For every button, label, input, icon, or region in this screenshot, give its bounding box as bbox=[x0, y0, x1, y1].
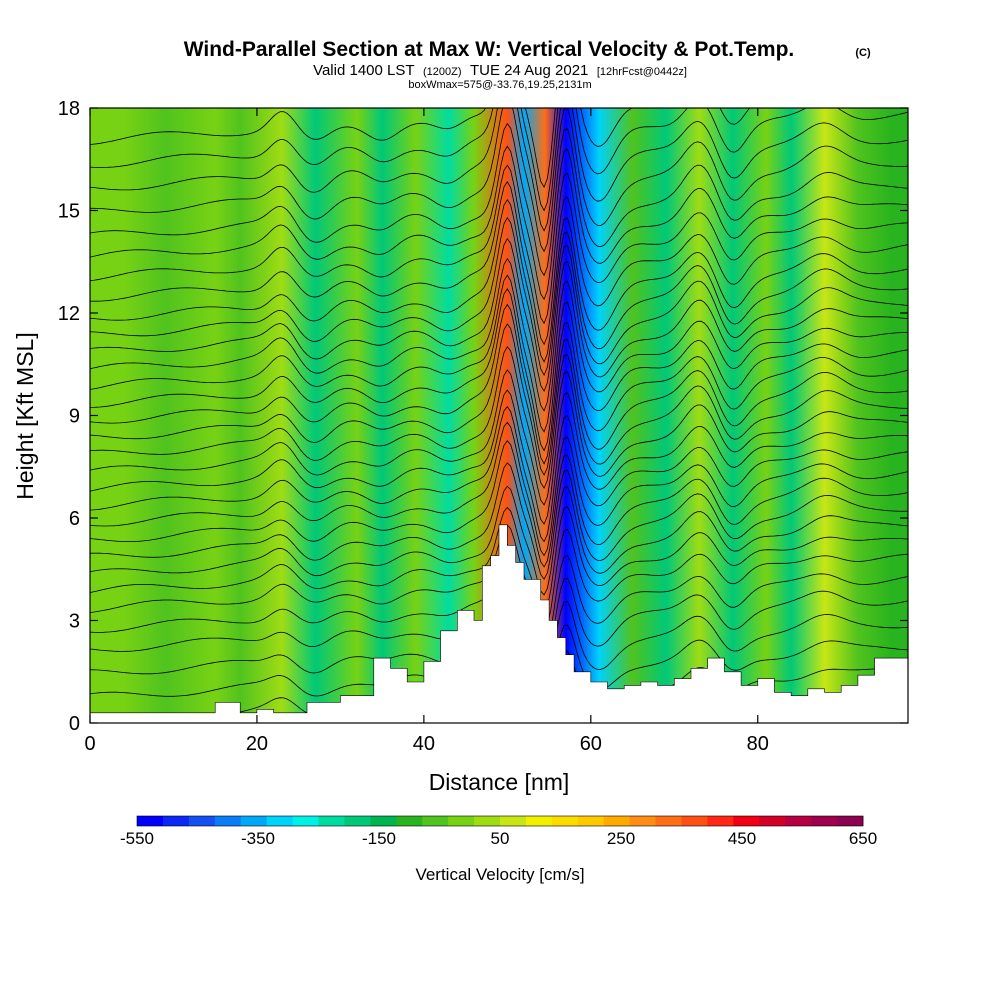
colorbar-cell bbox=[837, 816, 864, 826]
colorbar-cell bbox=[188, 816, 216, 826]
x-tick-label: 20 bbox=[246, 733, 268, 755]
title-mark: (C) bbox=[855, 47, 871, 59]
colorbar-cell bbox=[422, 816, 449, 826]
colorbar-tick-label: -350 bbox=[241, 829, 275, 848]
subtitle-date: TUE 24 Aug 2021 bbox=[470, 62, 588, 79]
isentrope-line bbox=[90, 198, 908, 363]
subtitle-forecast: [12hrFcst@0442z] bbox=[597, 66, 687, 78]
colorbar-cell bbox=[474, 816, 501, 826]
isentrope-line bbox=[90, 108, 908, 232]
isentrope-line bbox=[90, 369, 908, 506]
isentrope-line bbox=[90, 164, 908, 325]
isentrope-line bbox=[90, 108, 751, 189]
colorbar-cell bbox=[214, 816, 242, 826]
chart-subtitle: Valid 1400 LST (1200Z) TUE 24 Aug 2021 [… bbox=[313, 62, 687, 79]
colorbar-cell bbox=[525, 816, 553, 826]
plot-area bbox=[89, 107, 909, 724]
colorbar-tick-label: 50 bbox=[491, 829, 510, 848]
colorbar: -550 -350 -150 50 250 450 650 bbox=[120, 815, 877, 848]
colorbar-cells bbox=[136, 815, 864, 827]
colorbar-label: Vertical Velocity [cm/s] bbox=[415, 865, 584, 884]
isentrope-line bbox=[90, 346, 908, 489]
isentrope-line bbox=[90, 274, 908, 433]
colorbar-cell bbox=[811, 816, 838, 826]
y-tick-label: 3 bbox=[69, 611, 80, 633]
isentrope-line bbox=[90, 257, 908, 412]
isentrope-line bbox=[90, 122, 908, 277]
isentrope-line bbox=[90, 217, 908, 377]
subtitle-valid: Valid 1400 LST bbox=[313, 62, 414, 79]
y-tick-label: 18 bbox=[58, 98, 80, 120]
colorbar-cell bbox=[681, 816, 708, 826]
subtitle-utc: (1200Z) bbox=[423, 66, 462, 78]
isentrope-line bbox=[90, 323, 908, 476]
colorbar-cell bbox=[137, 816, 164, 826]
colorbar-cell bbox=[551, 816, 579, 826]
y-tick-label: 0 bbox=[69, 713, 80, 735]
y-tick-label: 6 bbox=[69, 508, 80, 530]
colorbar-cell bbox=[344, 816, 371, 826]
x-tick-label: 40 bbox=[413, 733, 435, 755]
colorbar-cell bbox=[785, 816, 812, 826]
colorbar-cell bbox=[240, 816, 268, 826]
x-axis: 0 20 40 60 80 bbox=[84, 108, 769, 755]
isentrope-line bbox=[90, 108, 908, 212]
isentrope-line bbox=[90, 406, 908, 543]
colorbar-tick-label: 650 bbox=[849, 829, 877, 848]
colorbar-cell bbox=[448, 816, 475, 826]
isentrope-line bbox=[90, 181, 908, 346]
colorbar-cell bbox=[162, 816, 190, 826]
isentrope-line bbox=[90, 237, 908, 393]
terrain-mask bbox=[90, 524, 908, 723]
colorbar-cell bbox=[370, 816, 397, 826]
colorbar-cell bbox=[603, 816, 631, 826]
isentrope-line bbox=[90, 485, 908, 596]
isentrope-line bbox=[90, 389, 908, 525]
y-axis: 0 3 6 9 12 15 18 bbox=[58, 98, 908, 735]
colorbar-cell bbox=[396, 816, 423, 826]
colorbar-cell bbox=[759, 816, 786, 826]
isentrope-line bbox=[90, 108, 908, 253]
x-axis-label: Distance [nm] bbox=[429, 769, 570, 795]
isentrope-line bbox=[90, 303, 908, 465]
colorbar-tick-label: -550 bbox=[120, 829, 154, 848]
isentrope-line bbox=[90, 288, 908, 452]
colorbar-cell bbox=[655, 816, 682, 826]
colorbar-tick-label: 450 bbox=[728, 829, 756, 848]
y-tick-label: 12 bbox=[58, 303, 80, 325]
colorbar-frame bbox=[136, 815, 864, 827]
colorbar-cell bbox=[707, 816, 734, 826]
colorbar-tick-label: -150 bbox=[362, 829, 396, 848]
y-tick-label: 15 bbox=[58, 201, 80, 223]
isentrope-line bbox=[90, 145, 908, 301]
colorbar-tick-label: 250 bbox=[607, 829, 635, 848]
isentrope-line bbox=[90, 462, 908, 580]
colorbar-cell bbox=[577, 816, 605, 826]
box-wmax-info: boxWmax=575@-33.76,19.25,2131m bbox=[408, 79, 591, 91]
chart-title: Wind-Parallel Section at Max W: Vertical… bbox=[184, 38, 795, 61]
colorbar-cell bbox=[500, 816, 527, 826]
colorbar-cell bbox=[733, 816, 760, 826]
colorbar-cell bbox=[629, 816, 656, 826]
isentrope-line bbox=[90, 421, 908, 557]
x-tick-label: 0 bbox=[84, 733, 95, 755]
y-axis-label: Height [Kft MSL] bbox=[12, 332, 38, 499]
colorbar-cell bbox=[292, 816, 319, 826]
colorbar-cell bbox=[318, 816, 345, 826]
potential-temperature-contours bbox=[90, 108, 908, 723]
x-tick-label: 60 bbox=[580, 733, 602, 755]
colorbar-tick-labels: -550 -350 -150 50 250 450 650 bbox=[120, 829, 877, 848]
y-tick-label: 9 bbox=[69, 406, 80, 428]
isentrope-line bbox=[90, 440, 908, 568]
x-tick-label: 80 bbox=[747, 733, 769, 755]
colorbar-cell bbox=[266, 816, 293, 826]
